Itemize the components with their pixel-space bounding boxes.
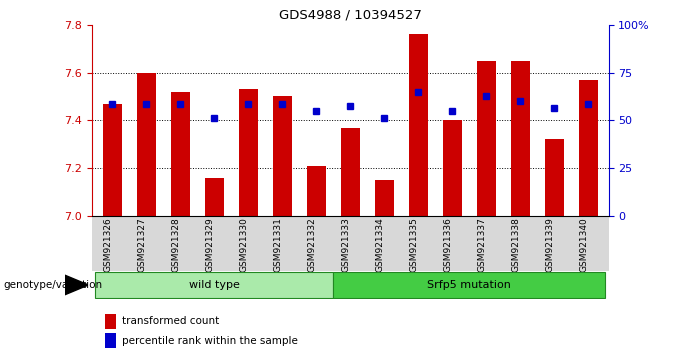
Text: GSM921336: GSM921336 xyxy=(443,217,452,272)
Text: GSM921338: GSM921338 xyxy=(511,217,520,272)
Text: genotype/variation: genotype/variation xyxy=(3,280,103,290)
Bar xyxy=(273,97,292,216)
Bar xyxy=(239,89,258,216)
Text: transformed count: transformed count xyxy=(122,316,220,326)
Bar xyxy=(103,104,122,216)
Bar xyxy=(341,127,360,216)
Text: GSM921329: GSM921329 xyxy=(205,217,214,272)
Bar xyxy=(171,92,190,216)
Bar xyxy=(205,178,224,216)
Bar xyxy=(375,180,394,216)
Text: GDS4988 / 10394527: GDS4988 / 10394527 xyxy=(279,9,422,22)
Text: GSM921332: GSM921332 xyxy=(307,217,316,272)
Bar xyxy=(409,34,428,216)
Text: Srfp5 mutation: Srfp5 mutation xyxy=(427,280,511,290)
Text: GSM921339: GSM921339 xyxy=(545,217,554,272)
Text: GSM921333: GSM921333 xyxy=(341,217,350,272)
Bar xyxy=(95,272,333,298)
Bar xyxy=(511,61,530,216)
Text: GSM921326: GSM921326 xyxy=(103,217,112,272)
Bar xyxy=(477,61,496,216)
Text: GSM921330: GSM921330 xyxy=(239,217,248,272)
Bar xyxy=(545,139,564,216)
Bar xyxy=(105,314,116,329)
Text: wild type: wild type xyxy=(189,280,239,290)
Text: GSM921328: GSM921328 xyxy=(171,217,180,272)
Bar xyxy=(333,272,605,298)
Bar xyxy=(443,120,462,216)
Polygon shape xyxy=(65,275,88,295)
Text: GSM921331: GSM921331 xyxy=(273,217,282,272)
Bar xyxy=(579,80,598,216)
Text: GSM921334: GSM921334 xyxy=(375,217,384,272)
Text: GSM921327: GSM921327 xyxy=(137,217,146,272)
Text: percentile rank within the sample: percentile rank within the sample xyxy=(122,336,299,346)
Text: GSM921340: GSM921340 xyxy=(579,217,588,272)
Text: GSM921335: GSM921335 xyxy=(409,217,418,272)
Bar xyxy=(137,73,156,216)
Bar xyxy=(307,166,326,216)
Bar xyxy=(105,333,116,348)
Text: GSM921337: GSM921337 xyxy=(477,217,486,272)
